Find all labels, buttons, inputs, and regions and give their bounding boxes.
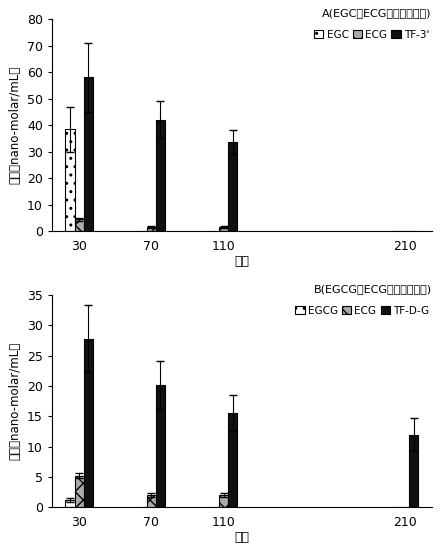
Bar (156, 385, 165, 507)
Text: B(EGCG与ECG配对酶促反应): B(EGCG与ECG配对酶促反应) (314, 284, 432, 294)
Text: A(EGC与ECG配对酶促反应): A(EGC与ECG配对酶促反应) (322, 8, 432, 18)
Bar (228, 413, 237, 507)
Bar (66, 500, 74, 507)
Legend: EGC, ECG, TF-3': EGC, ECG, TF-3' (313, 29, 430, 41)
X-axis label: 分钟: 分钟 (234, 530, 249, 544)
Bar (74, 219, 84, 231)
Bar (74, 476, 84, 507)
Bar (84, 77, 92, 231)
Bar (409, 434, 418, 507)
Bar (228, 142, 237, 231)
Y-axis label: 浓度（nano-molar/mL）: 浓度（nano-molar/mL） (8, 66, 21, 184)
Bar (66, 129, 74, 231)
Bar (219, 495, 228, 507)
Bar (147, 227, 156, 231)
Bar (84, 339, 92, 507)
X-axis label: 分钟: 分钟 (234, 254, 249, 268)
Bar (156, 120, 165, 231)
Legend: EGCG, ECG, TF-D-G: EGCG, ECG, TF-D-G (294, 305, 430, 317)
Bar (147, 495, 156, 507)
Bar (219, 227, 228, 231)
Y-axis label: 浓度（nano-molar/mL）: 浓度（nano-molar/mL） (8, 342, 22, 460)
